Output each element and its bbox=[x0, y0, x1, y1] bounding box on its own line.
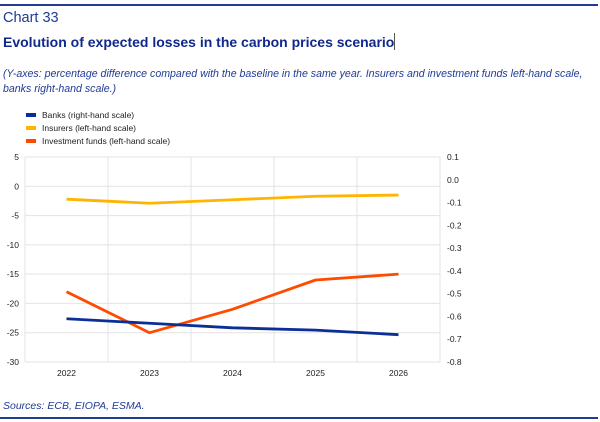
left-tick-label: -15 bbox=[7, 269, 20, 279]
bottom-rule bbox=[0, 417, 598, 419]
right-tick-label: -0.5 bbox=[447, 289, 462, 299]
legend-label: Investment funds (left-hand scale) bbox=[42, 135, 171, 146]
legend: Banks (right-hand scale) Insurers (left-h… bbox=[26, 108, 170, 147]
left-tick-label: 5 bbox=[14, 152, 19, 162]
right-tick-label: -0.6 bbox=[447, 311, 462, 321]
legend-swatch bbox=[26, 138, 36, 143]
legend-item: Investment funds (left-hand scale) bbox=[26, 134, 170, 147]
chart-number: Chart 33 bbox=[3, 10, 59, 26]
right-tick-label: -0.7 bbox=[447, 334, 462, 344]
right-tick-label: -0.3 bbox=[447, 243, 462, 253]
right-tick-label: -0.1 bbox=[447, 198, 462, 208]
legend-label: Banks (right-hand scale) bbox=[42, 109, 135, 120]
legend-item: Banks (right-hand scale) bbox=[26, 108, 170, 121]
x-tick-label: 2022 bbox=[57, 368, 76, 378]
left-tick-label: -10 bbox=[7, 240, 20, 250]
legend-item: Insurers (left-hand scale) bbox=[26, 121, 170, 134]
right-tick-label: -0.8 bbox=[447, 357, 462, 367]
left-tick-label: -25 bbox=[7, 328, 20, 338]
left-tick-label: 0 bbox=[14, 181, 19, 191]
x-tick-label: 2026 bbox=[389, 368, 408, 378]
chart-title: Evolution of expected losses in the carb… bbox=[3, 33, 396, 50]
right-tick-label: 0.0 bbox=[447, 175, 459, 185]
right-tick-label: -0.4 bbox=[447, 266, 462, 276]
text-cursor bbox=[394, 33, 396, 50]
sources-note: Sources: ECB, EIOPA, ESMA. bbox=[3, 400, 145, 412]
x-tick-label: 2025 bbox=[306, 368, 325, 378]
chart-title-text: Evolution of expected losses in the carb… bbox=[3, 34, 395, 50]
legend-swatch bbox=[26, 112, 36, 117]
x-tick-label: 2024 bbox=[223, 368, 242, 378]
chart-subtitle: (Y-axes: percentage difference compared … bbox=[3, 68, 583, 95]
series-line-insurers bbox=[66, 193, 399, 205]
x-tick-label: 2023 bbox=[140, 368, 159, 378]
left-tick-label: -20 bbox=[7, 298, 20, 308]
legend-label: Insurers (left-hand scale) bbox=[42, 122, 137, 133]
right-tick-label: -0.2 bbox=[447, 220, 462, 230]
top-rule bbox=[0, 4, 598, 6]
left-tick-label: -5 bbox=[11, 211, 19, 221]
right-tick-label: 0.1 bbox=[447, 152, 459, 162]
legend-swatch bbox=[26, 125, 36, 130]
left-tick-label: -30 bbox=[7, 357, 20, 367]
